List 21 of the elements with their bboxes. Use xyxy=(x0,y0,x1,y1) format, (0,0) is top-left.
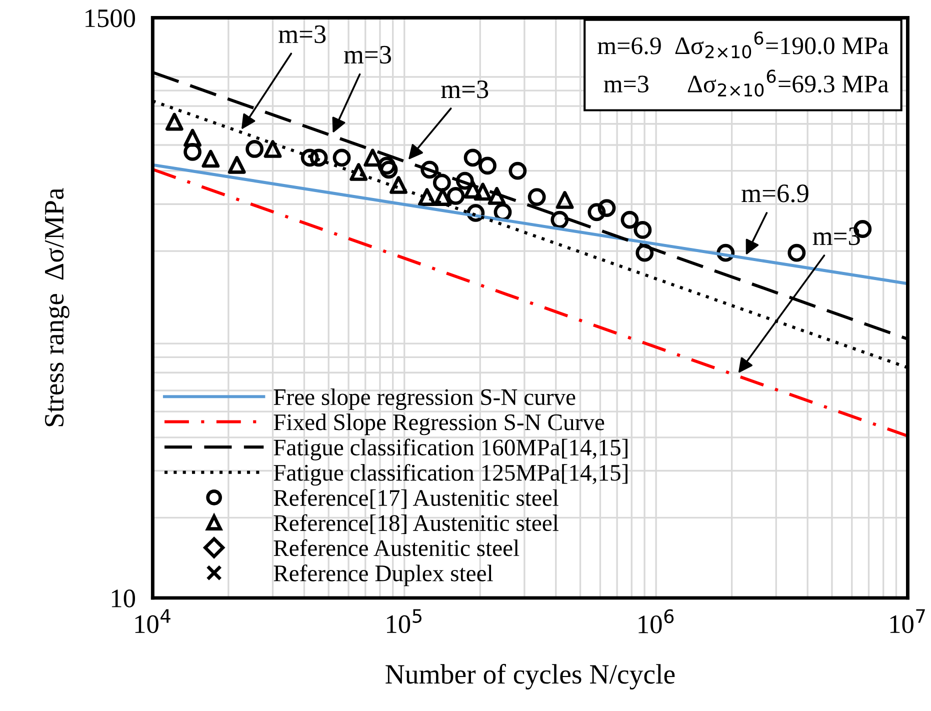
legend-label: Reference[17] Austenitic steel xyxy=(274,489,558,509)
annotation: m=6.9 xyxy=(742,184,808,202)
annotation: m=3 xyxy=(441,80,488,98)
legend-label: Reference[18] Austenitic steel xyxy=(274,514,558,534)
annotation: m=3 xyxy=(278,25,326,44)
y-tick-label: 1500 xyxy=(86,9,136,28)
legend-label: Reference Austenitic steel xyxy=(274,539,520,556)
x-tick-label: 10$^{4}$ xyxy=(135,609,170,634)
y-axis-title: Stress range Δσ/MPa xyxy=(44,188,70,426)
legend-label: Reference Duplex steel xyxy=(274,564,493,586)
legend-label: Fatigue classification 160MPa[14,15] xyxy=(274,438,628,460)
text: m=6.9 Δσ$_{2×10}$$^{6}$=190.0 MPa m=3 Δσ$_{2×10}$$^{6}$=69.3 MPa xyxy=(598,31,888,97)
legend-label: Fatigue classification 125MPa[14,15] xyxy=(274,464,628,486)
legend-label: Fixed Slope Regression S-N Curve xyxy=(274,414,604,436)
annotation: m=3 xyxy=(344,46,391,64)
x-tick-label: 10$^{7}$ xyxy=(890,609,925,634)
x-tick-label: 10$^{5}$ xyxy=(387,609,422,634)
x-axis-title: Number of cycles N/cycle xyxy=(386,664,675,690)
x-tick-label: 10$^{6}$ xyxy=(638,609,674,634)
legend-label: Free slope regression S-N curve xyxy=(274,388,576,410)
y-tick-label: 10 xyxy=(112,590,136,608)
